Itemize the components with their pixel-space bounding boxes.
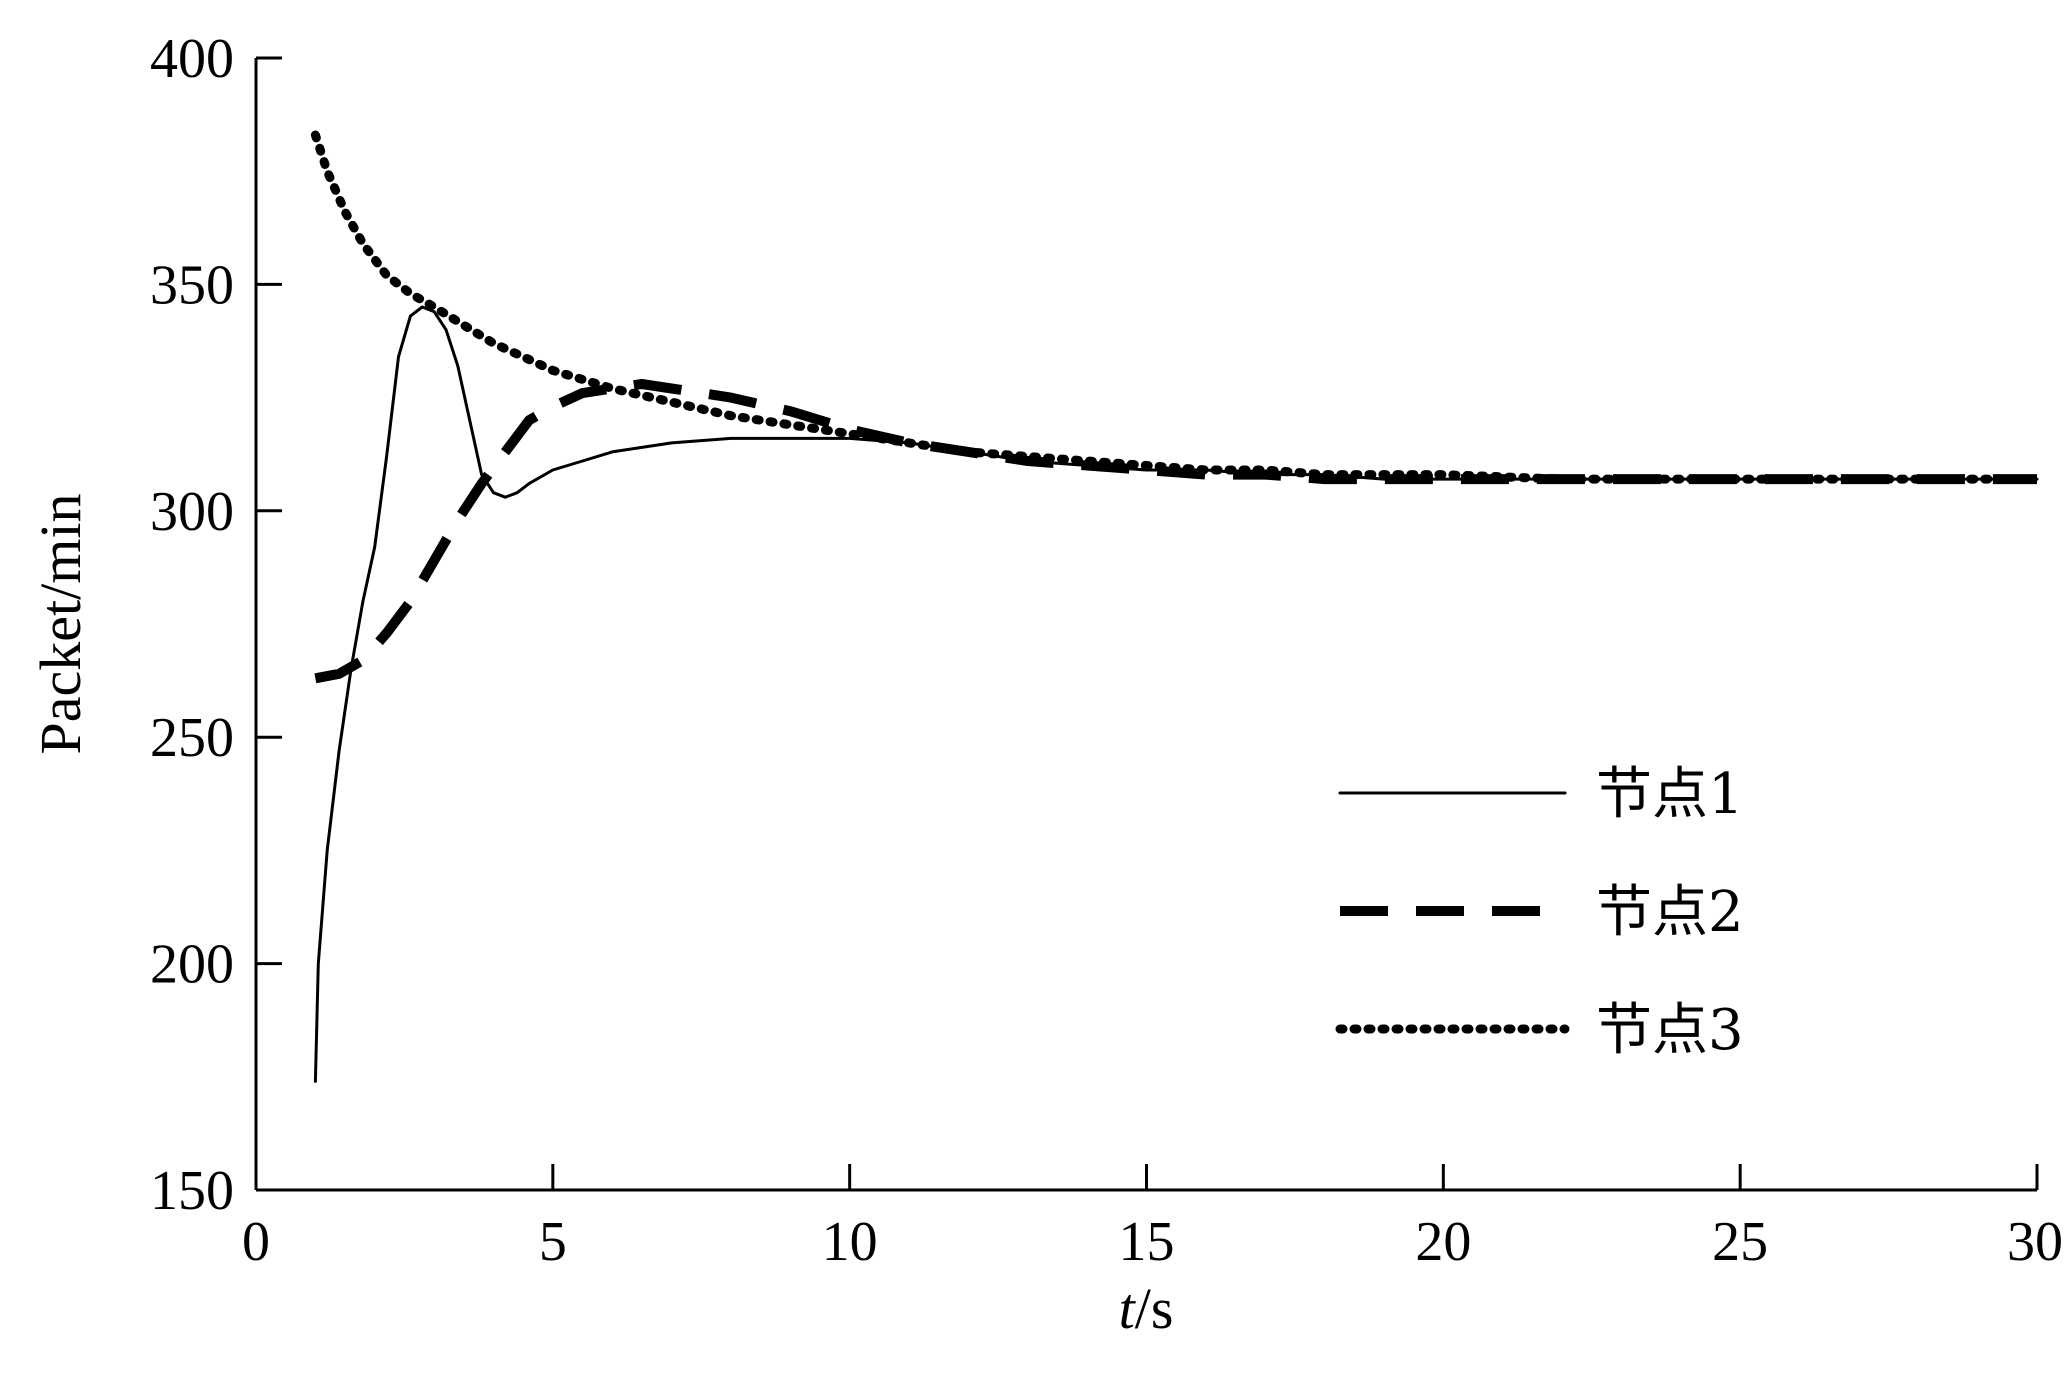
y-ticks: 150 200 250 300 350 400 bbox=[150, 28, 282, 1222]
x-tick-label: 30 bbox=[2007, 1211, 2063, 1273]
legend-label-3: 节点3 bbox=[1596, 998, 1744, 1063]
x-axis-label-unit: /s bbox=[1135, 1276, 1174, 1341]
series-line-3 bbox=[310, 130, 2042, 484]
x-axis-label-variable: t bbox=[1119, 1276, 1137, 1341]
series-line-2 bbox=[314, 379, 2037, 684]
series-line-1 bbox=[313, 305, 2039, 1083]
y-tick-label: 300 bbox=[150, 481, 234, 543]
x-tick-label: 15 bbox=[1119, 1211, 1175, 1273]
legend-label-1: 节点1 bbox=[1596, 762, 1744, 827]
legend: 节点1 节点2 节点3 bbox=[1335, 762, 1744, 1063]
y-axis-label: Packet/min bbox=[28, 494, 93, 755]
x-tick-label: 5 bbox=[539, 1211, 567, 1273]
legend-label-2: 节点2 bbox=[1596, 880, 1744, 945]
y-tick-label: 200 bbox=[150, 934, 234, 996]
x-axis-label: t/s bbox=[1119, 1276, 1174, 1341]
y-tick-label: 150 bbox=[150, 1160, 234, 1222]
axes bbox=[254, 58, 2037, 1192]
y-tick-label: 400 bbox=[150, 28, 234, 90]
y-tick-label: 350 bbox=[150, 254, 234, 316]
y-tick-label: 250 bbox=[150, 707, 234, 769]
x-tick-label: 0 bbox=[242, 1211, 270, 1273]
series-lines bbox=[310, 130, 2042, 1083]
x-tick-label: 10 bbox=[822, 1211, 878, 1273]
x-tick-label: 25 bbox=[1712, 1211, 1768, 1273]
x-ticks: 0 5 10 15 20 25 30 bbox=[242, 1164, 2063, 1273]
x-tick-label: 20 bbox=[1415, 1211, 1471, 1273]
